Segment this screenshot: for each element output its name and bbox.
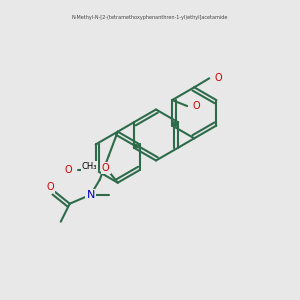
Text: CH₃: CH₃ (82, 162, 97, 171)
Text: O: O (46, 182, 54, 192)
Text: N-Methyl-N-[2-(tetramethoxyphenanthren-1-yl)ethyl]acetamide: N-Methyl-N-[2-(tetramethoxyphenanthren-1… (72, 15, 228, 20)
Text: O: O (214, 73, 222, 83)
Text: O: O (102, 163, 110, 173)
Text: O: O (192, 101, 200, 111)
Text: N: N (87, 190, 95, 200)
Text: O: O (65, 165, 73, 175)
